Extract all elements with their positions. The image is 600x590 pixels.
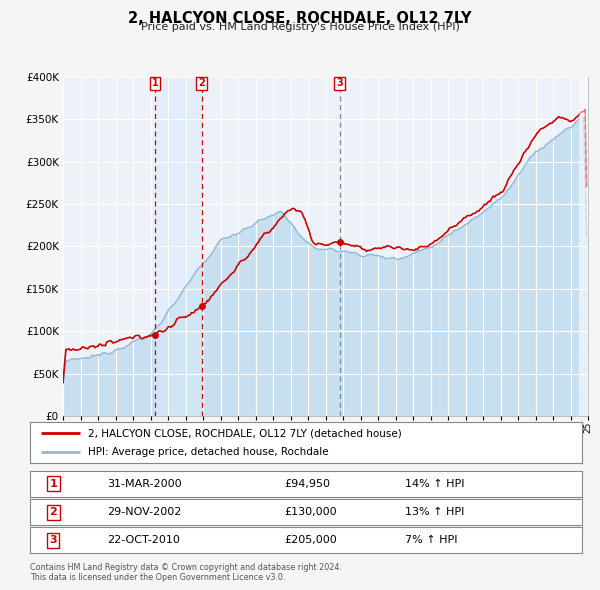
Text: HPI: Average price, detached house, Rochdale: HPI: Average price, detached house, Roch…: [88, 447, 329, 457]
Text: 3: 3: [336, 78, 343, 88]
Text: £205,000: £205,000: [284, 536, 337, 545]
Text: 29-NOV-2002: 29-NOV-2002: [107, 507, 182, 517]
Text: 2, HALCYON CLOSE, ROCHDALE, OL12 7LY (detached house): 2, HALCYON CLOSE, ROCHDALE, OL12 7LY (de…: [88, 428, 402, 438]
Text: 2: 2: [198, 78, 205, 88]
Text: 1: 1: [49, 479, 57, 489]
Text: 31-MAR-2000: 31-MAR-2000: [107, 479, 182, 489]
Text: 1: 1: [151, 78, 158, 88]
Bar: [579, 77, 588, 416]
Text: £94,950: £94,950: [284, 479, 330, 489]
Text: 2: 2: [49, 507, 57, 517]
Text: 2, HALCYON CLOSE, ROCHDALE, OL12 7LY: 2, HALCYON CLOSE, ROCHDALE, OL12 7LY: [128, 11, 472, 25]
Text: Contains HM Land Registry data © Crown copyright and database right 2024.: Contains HM Land Registry data © Crown c…: [30, 563, 342, 572]
Text: 14% ↑ HPI: 14% ↑ HPI: [406, 479, 465, 489]
Text: 7% ↑ HPI: 7% ↑ HPI: [406, 536, 458, 545]
Text: Price paid vs. HM Land Registry's House Price Index (HPI): Price paid vs. HM Land Registry's House …: [140, 22, 460, 32]
Text: 3: 3: [49, 536, 57, 545]
Text: 22-OCT-2010: 22-OCT-2010: [107, 536, 180, 545]
Text: This data is licensed under the Open Government Licence v3.0.: This data is licensed under the Open Gov…: [30, 573, 286, 582]
Text: 13% ↑ HPI: 13% ↑ HPI: [406, 507, 465, 517]
Bar: [155, 77, 202, 416]
Text: £130,000: £130,000: [284, 507, 337, 517]
